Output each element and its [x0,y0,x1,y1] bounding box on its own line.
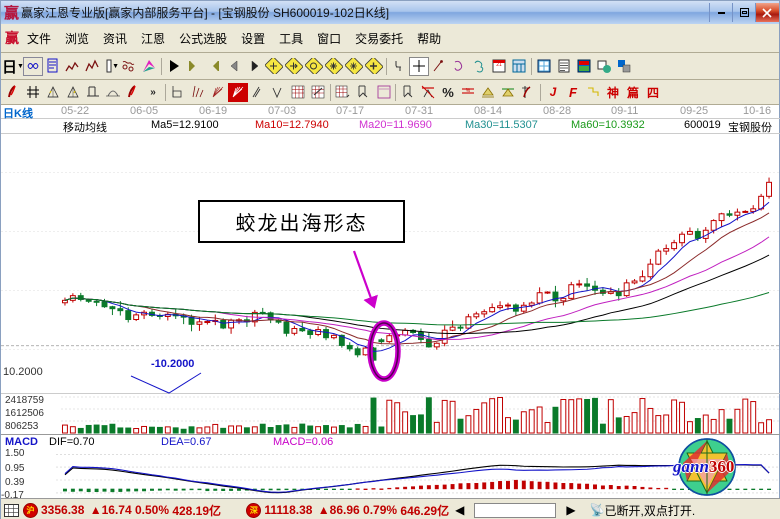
svg-text:%: % [466,88,471,94]
